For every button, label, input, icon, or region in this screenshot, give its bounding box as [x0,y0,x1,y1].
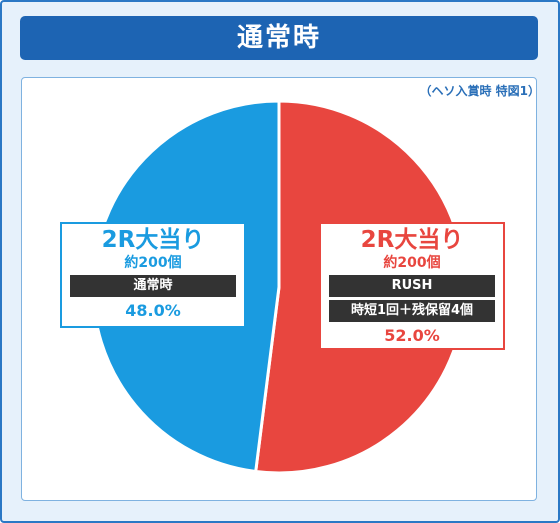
label-normal-mode: 通常時 [70,275,236,297]
chart-note: （ヘソ入賞時 特図1） [419,84,540,98]
label-normal-title: 2R大当り [101,227,205,253]
label-rush-detail: 時短1回＋残保留4個 [329,299,495,322]
label-rush-mode: RUSH [329,275,495,297]
label-normal-percent: 48.0% [125,301,181,320]
label-rush-sub: 約200個 [383,255,441,271]
label-rush-percent: 52.0% [384,326,440,345]
label-normal-sub: 約200個 [124,255,182,271]
header-bar: 通常時 [20,16,538,60]
label-rush-title: 2R大当り [360,227,464,253]
label-rush: 2R大当り 約200個 RUSH 時短1回＋残保留4個 52.0% [319,222,505,350]
chart-title: 通常時 [236,23,321,53]
label-normal: 2R大当り 約200個 通常時 48.0% [60,222,246,328]
